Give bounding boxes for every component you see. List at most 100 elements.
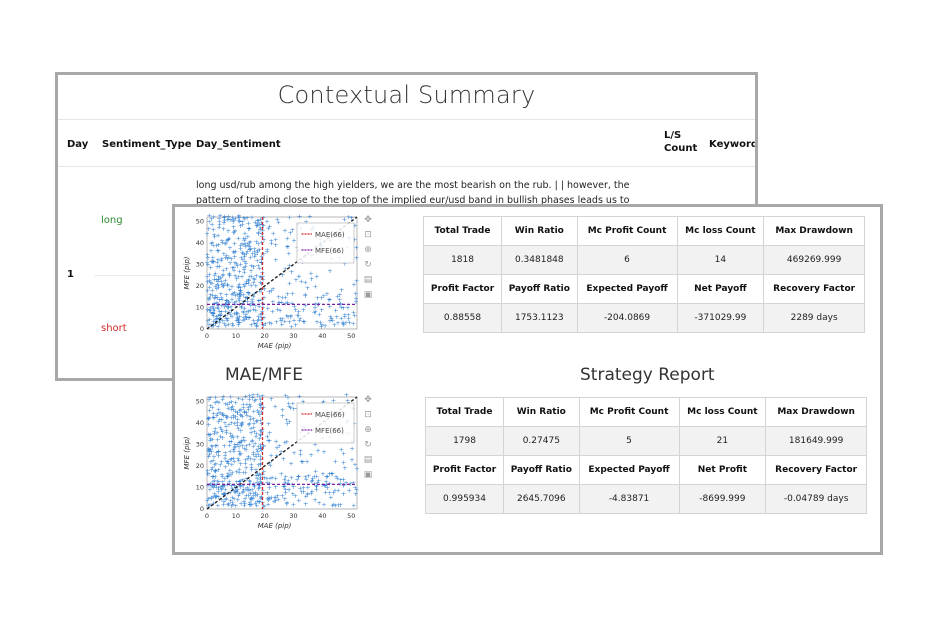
- scatter-point: +: [250, 250, 255, 258]
- scatter-point: +: [256, 262, 261, 270]
- scatter-point: +: [243, 235, 248, 243]
- scatter-point: +: [313, 300, 318, 308]
- scatter-point: +: [207, 316, 212, 324]
- scatter-point: +: [257, 246, 262, 254]
- scatter-point: +: [229, 398, 234, 406]
- mae-mfe-scatter-top[interactable]: ++++ ++++++++++++++++++++++++++++++++++++…: [181, 211, 361, 363]
- scatter-point: +: [277, 442, 282, 450]
- scatter-point: +: [219, 426, 224, 434]
- scatter-point: +: [207, 306, 212, 314]
- mae-mfe-plot-top[interactable]: + + + + + + + + + + + + + + + + + + + + + + + + + + + + + + + + + + + + + + + +…: [181, 211, 361, 363]
- scatter-point: +: [208, 279, 213, 287]
- pan-icon[interactable]: ✥: [364, 215, 372, 225]
- reset-icon[interactable]: ↻: [364, 440, 372, 450]
- scatter-point: +: [296, 308, 301, 316]
- scatter-point: +: [346, 315, 351, 323]
- scatter-point: +: [290, 490, 295, 498]
- scatter-point: +: [212, 425, 217, 433]
- scatter-point: +: [354, 486, 359, 494]
- scatter-point: +: [208, 480, 213, 488]
- box-zoom-icon[interactable]: ⊡: [364, 230, 372, 240]
- scatter-point: +: [255, 221, 260, 229]
- scatter-point: +: [258, 224, 263, 232]
- scatter-point: +: [253, 307, 258, 315]
- scatter-point: +: [225, 501, 230, 509]
- scatter-point: +: [254, 238, 259, 246]
- scatter-point: +: [331, 500, 336, 508]
- scatter-point: +: [338, 445, 343, 453]
- scatter-point: +: [208, 306, 213, 314]
- scatter-point: +: [247, 272, 252, 280]
- scatter-point: +: [288, 313, 293, 321]
- scatter-point: +: [339, 314, 344, 322]
- scatter-point: +: [343, 318, 348, 326]
- scatter-point: +: [303, 473, 308, 481]
- hover-icon[interactable]: ▣: [363, 470, 373, 480]
- scatter-point: +: [235, 486, 240, 494]
- scatter-point: +: [249, 213, 254, 221]
- scatter-point: +: [223, 300, 228, 308]
- scatter-point: +: [236, 443, 241, 451]
- mae-mfe-plot-bottom[interactable]: + + + + + + + + + + + + + + + + + + + + + + + + + + + + + + + + + + + + + + + +…: [181, 391, 361, 543]
- scatter-point: +: [232, 299, 237, 307]
- scatter-point: +: [341, 458, 346, 466]
- scatter-point: +: [237, 290, 242, 298]
- scatter-point: +: [210, 404, 215, 412]
- scatter-point: +: [331, 397, 336, 405]
- stat-header: Mc Profit Count: [576, 216, 678, 246]
- scatter-point: +: [237, 287, 242, 295]
- wheel-zoom-icon[interactable]: ⊕: [364, 425, 372, 435]
- scatter-point: +: [232, 259, 237, 267]
- scatter-point: +: [333, 502, 338, 510]
- scatter-point: +: [303, 500, 308, 508]
- scatter-point: +: [260, 273, 265, 281]
- scatter-point: +: [238, 245, 243, 253]
- scatter-point: +: [215, 278, 220, 286]
- save-icon[interactable]: ▤: [363, 275, 373, 285]
- scatter-point: +: [226, 298, 231, 306]
- scatter-point: +: [349, 214, 354, 222]
- scatter-point: +: [205, 496, 210, 504]
- scatter-point: +: [248, 496, 253, 504]
- mae-mfe-scatter-bottom[interactable]: ++++++++++++++++++++ ++++++++++++++++++++…: [181, 391, 361, 543]
- scatter-point: +: [297, 316, 302, 324]
- plot-legend: MAE(66) MFE(66): [296, 402, 355, 444]
- scatter-point: +: [258, 427, 263, 435]
- reset-icon[interactable]: ↻: [364, 260, 372, 270]
- scatter-point: +: [246, 487, 251, 495]
- scatter-point: +: [207, 276, 212, 284]
- x-axis-label: MAE (pip): [258, 522, 292, 530]
- box-zoom-icon[interactable]: ⊡: [364, 410, 372, 420]
- scatter-point: +: [335, 475, 340, 483]
- scatter-point: +: [291, 501, 296, 509]
- scatter-point: +: [240, 317, 245, 325]
- scatter-point: +: [216, 478, 221, 486]
- scatter-point: +: [226, 421, 231, 429]
- scatter-point: +: [258, 259, 263, 267]
- scatter-point: +: [241, 291, 246, 299]
- scatter-point: +: [268, 451, 273, 459]
- scatter-point: +: [261, 222, 266, 230]
- scatter-point: +: [351, 280, 356, 288]
- save-icon[interactable]: ▤: [363, 455, 373, 465]
- scatter-point: +: [261, 403, 266, 411]
- scatter-point: +: [325, 484, 330, 492]
- scatter-point: +: [284, 235, 289, 243]
- scatter-point: +: [268, 462, 273, 470]
- wheel-zoom-icon[interactable]: ⊕: [364, 245, 372, 255]
- scatter-point: +: [247, 401, 252, 409]
- scatter-point: +: [303, 301, 308, 309]
- hover-icon[interactable]: ▣: [363, 290, 373, 300]
- scatter-point: +: [226, 320, 231, 328]
- legend-label: MAE(66): [315, 231, 345, 239]
- stat-header: Profit Factor: [422, 274, 503, 304]
- scatter-point: +: [264, 479, 269, 487]
- scatter-point: +: [296, 473, 301, 481]
- scatter-point: +: [248, 455, 253, 463]
- scatter-point: +: [245, 232, 250, 240]
- scatter-point: +: [254, 322, 259, 330]
- pan-icon[interactable]: ✥: [364, 395, 372, 405]
- scatter-point: +: [314, 272, 319, 280]
- scatter-point: +: [323, 477, 328, 485]
- scatter-point: +: [215, 410, 220, 418]
